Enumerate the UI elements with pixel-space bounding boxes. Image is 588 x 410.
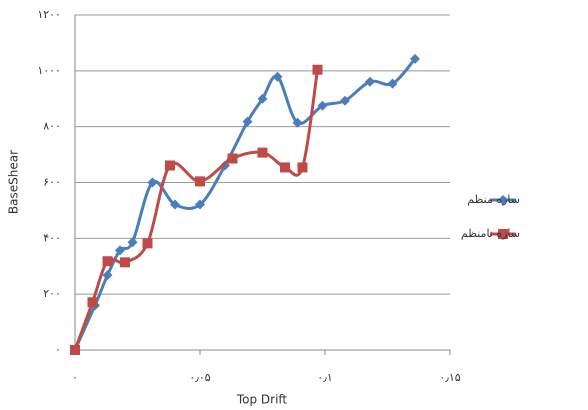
marker [242, 116, 253, 127]
marker [195, 176, 205, 187]
y-tick-label: ۶۰۰ [43, 176, 61, 189]
y-tick-label: ۸۰۰ [43, 120, 61, 133]
marker [340, 95, 350, 106]
x-tick-label: ۰ [72, 371, 78, 384]
marker [147, 177, 158, 188]
x-tick-label: ۰٫۱ [317, 371, 332, 384]
marker [102, 256, 113, 267]
legend-label: سازه نامنظم [461, 227, 520, 240]
marker [127, 237, 138, 248]
marker [498, 195, 508, 205]
marker [142, 238, 153, 249]
legend-label: سازه منظم [467, 193, 520, 206]
y-tick-label: ۱۰۰۰ [37, 64, 61, 77]
marker [120, 257, 130, 268]
marker [102, 270, 113, 281]
marker [257, 147, 268, 158]
x-tick-label: ۰٫۰۵ [189, 371, 210, 384]
marker [165, 160, 175, 171]
y-tick-label: ۲۰۰ [43, 287, 61, 300]
marker [170, 199, 180, 210]
marker [70, 345, 80, 355]
marker [195, 199, 205, 210]
y-tick-label: ۴۰۰ [43, 231, 61, 244]
marker [115, 245, 125, 256]
marker [272, 71, 283, 82]
y-tick-label: ۱۲۰۰ [37, 8, 61, 21]
x-tick-label: ۰٫۱۵ [439, 371, 460, 384]
marker [410, 53, 420, 64]
x-axis-label: Top Drift [236, 393, 288, 407]
marker [387, 78, 398, 89]
marker [87, 297, 98, 308]
marker [317, 100, 328, 111]
marker [365, 76, 375, 87]
marker [312, 64, 323, 75]
marker [292, 117, 303, 128]
marker [297, 162, 308, 173]
marker [498, 229, 508, 239]
marker [257, 93, 268, 104]
y-axis-label: BaseShear [7, 150, 21, 214]
marker [227, 153, 238, 164]
marker [280, 162, 290, 173]
y-tick-label: ۰ [55, 343, 61, 356]
